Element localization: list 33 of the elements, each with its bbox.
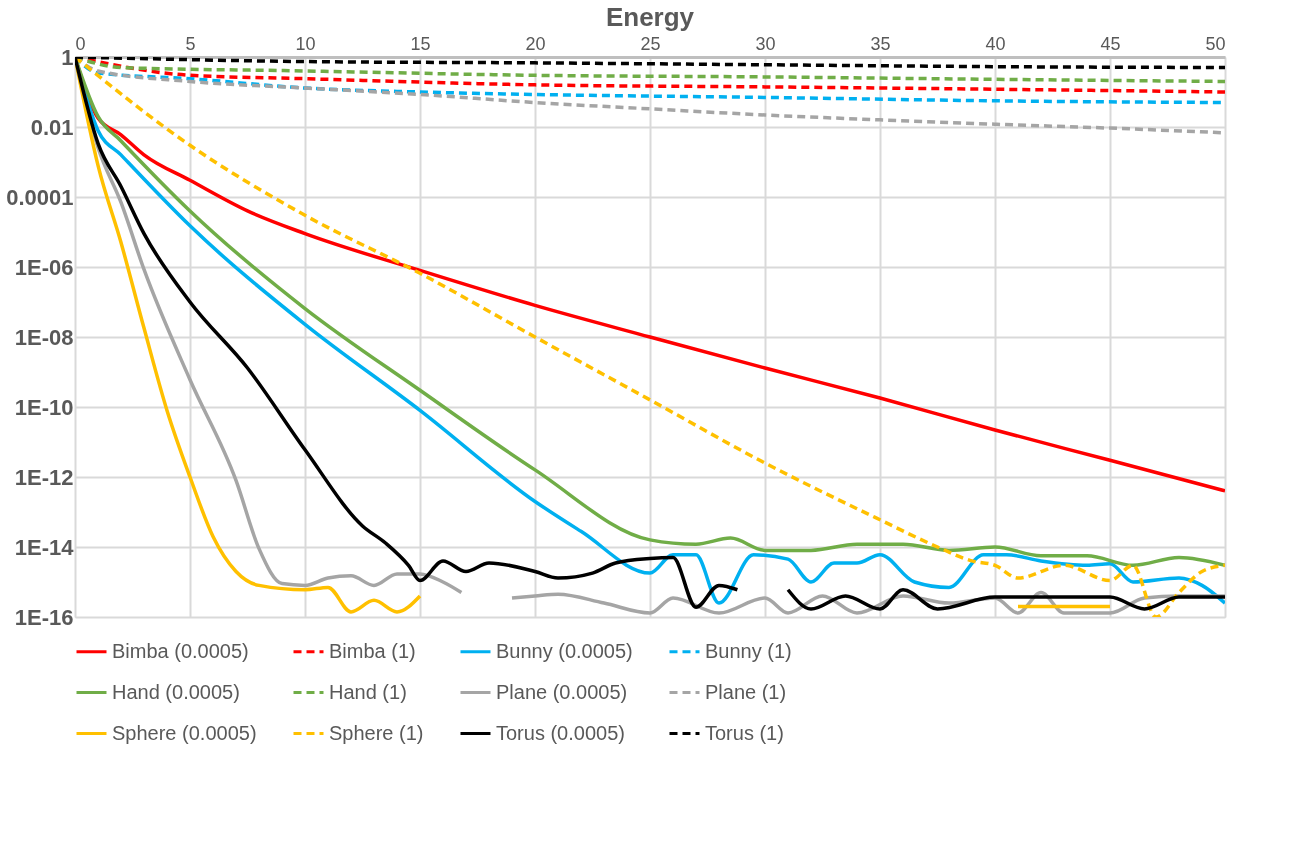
legend-label: Bimba (1) <box>329 639 416 662</box>
y-tick-label: 1E-08 <box>14 324 74 350</box>
x-tick-label: 5 <box>185 33 196 54</box>
legend-label: Bunny (0.0005) <box>496 639 633 662</box>
y-tick-label: 1E-06 <box>14 254 74 280</box>
legend-label: Torus (0.0005) <box>496 721 625 744</box>
legend-label: Sphere (1) <box>329 721 424 744</box>
legend-label: Plane (1) <box>705 680 787 703</box>
y-tick-label: 1E-14 <box>14 534 75 560</box>
y-tick-label: 1E-16 <box>14 604 74 630</box>
legend-label: Torus (1) <box>705 721 784 744</box>
y-tick-label: 1E-10 <box>14 394 74 420</box>
y-tick-label: 1 <box>61 44 74 70</box>
x-tick-label: 20 <box>525 33 546 54</box>
y-tick-label: 0.0001 <box>6 184 74 210</box>
x-tick-label: 15 <box>410 33 431 54</box>
x-tick-label: 50 <box>1205 33 1226 54</box>
x-tick-label: 40 <box>985 33 1006 54</box>
y-tick-label: 0.01 <box>30 114 74 140</box>
legend-label: Hand (0.0005) <box>112 680 240 703</box>
legend-label: Bimba (0.0005) <box>112 639 249 662</box>
x-tick-label: 30 <box>755 33 776 54</box>
legend-label: Plane (0.0005) <box>496 680 628 703</box>
legend-label: Hand (1) <box>329 680 407 703</box>
x-tick-label: 45 <box>1100 33 1121 54</box>
x-tick-label: 10 <box>295 33 316 54</box>
legend-label: Bunny (1) <box>705 639 792 662</box>
legend-label: Sphere (0.0005) <box>112 721 257 744</box>
y-tick-label: 1E-12 <box>14 464 74 490</box>
x-tick-label: 0 <box>75 33 86 54</box>
chart-title: Energy <box>605 2 695 32</box>
x-tick-label: 35 <box>870 33 891 54</box>
x-tick-label: 25 <box>640 33 661 54</box>
